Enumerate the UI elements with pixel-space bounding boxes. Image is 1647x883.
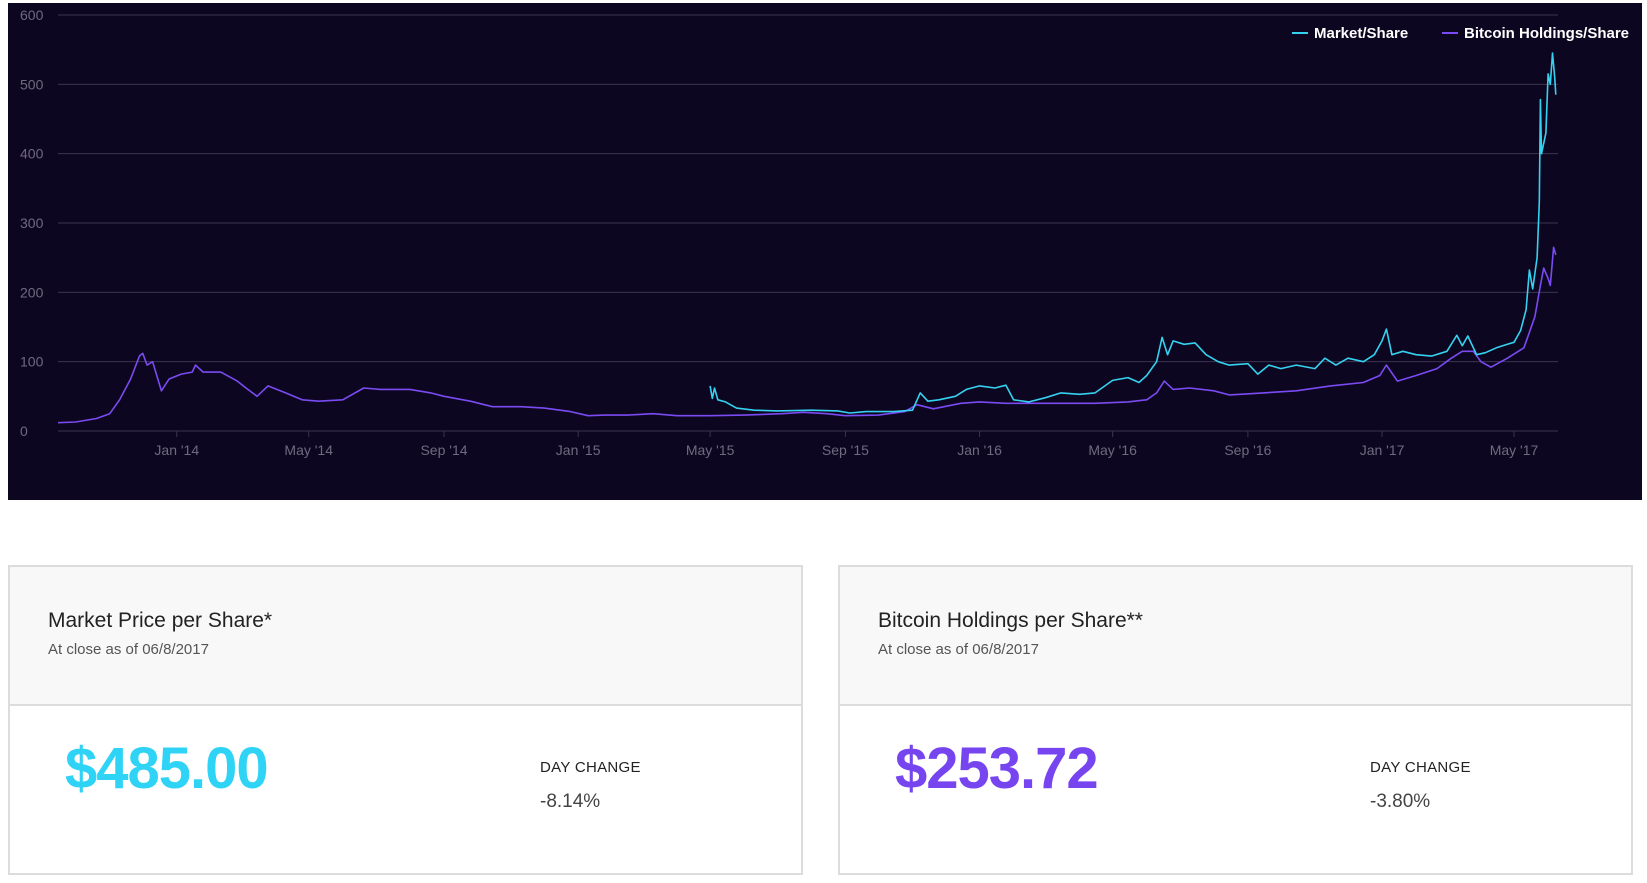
market-day-change-label: DAY CHANGE xyxy=(540,759,641,776)
x-tick-9: Jan '17 xyxy=(1360,442,1405,458)
y-tick-400: 400 xyxy=(20,146,44,162)
x-tick-4: May '15 xyxy=(686,442,735,458)
x-tick-8: Sep '16 xyxy=(1224,442,1271,458)
y-tick-500: 500 xyxy=(20,76,44,92)
grid-lines xyxy=(58,14,1558,432)
y-tick-200: 200 xyxy=(20,284,44,300)
y-axis-ticks: 0 100 200 300 400 500 600 xyxy=(20,7,44,439)
series-line-1 xyxy=(57,246,1557,424)
legend-item-1[interactable]: Bitcoin Holdings/Share xyxy=(1442,25,1629,42)
y-tick-0: 0 xyxy=(20,423,28,439)
x-tick-7: May '16 xyxy=(1088,442,1137,458)
price-chart-panel: 0 100 200 300 400 500 600 Jan '14 May '14 Sep '1… xyxy=(8,3,1642,500)
x-tick-1: May '14 xyxy=(284,442,333,458)
x-tick-0: Jan '14 xyxy=(154,442,199,458)
x-tick-2: Sep '14 xyxy=(420,442,467,458)
bitcoin-holdings-title: Bitcoin Holdings per Share** xyxy=(878,609,1143,632)
y-tick-600: 600 xyxy=(20,7,44,23)
legend-label-0: Market/Share xyxy=(1314,25,1408,42)
bitcoin-holdings-subtitle: At close as of 06/8/2017 xyxy=(878,641,1039,658)
market-price-card-header: Market Price per Share* At close as of 0… xyxy=(10,567,801,706)
x-axis-ticks: Jan '14 May '14 Sep '14 Jan '15 May '15 Sep '… xyxy=(154,431,1539,458)
legend-label-1: Bitcoin Holdings/Share xyxy=(1464,25,1629,42)
price-chart: 0 100 200 300 400 500 600 Jan '14 May '14 Sep '1… xyxy=(20,7,1629,458)
series-lines xyxy=(57,52,1557,424)
x-tick-10: May '17 xyxy=(1490,442,1539,458)
x-tick-6: Jan '16 xyxy=(957,442,1002,458)
market-price-value: $485.00 xyxy=(65,736,269,801)
series-line-0 xyxy=(709,52,1557,414)
y-tick-100: 100 xyxy=(20,354,44,370)
x-tick-3: Jan '15 xyxy=(556,442,601,458)
bitcoin-holdings-value: $253.72 xyxy=(895,736,1099,801)
market-price-card: Market Price per Share* At close as of 0… xyxy=(8,565,803,875)
x-tick-5: Sep '15 xyxy=(822,442,869,458)
holdings-day-change-label: DAY CHANGE xyxy=(1370,759,1471,776)
market-price-title: Market Price per Share* xyxy=(48,609,273,632)
market-day-change-value: -8.14% xyxy=(540,791,601,812)
market-price-subtitle: At close as of 06/8/2017 xyxy=(48,641,209,658)
bitcoin-holdings-card: Bitcoin Holdings per Share** At close as… xyxy=(838,565,1633,875)
holdings-day-change-value: -3.80% xyxy=(1370,791,1431,812)
bitcoin-holdings-card-header: Bitcoin Holdings per Share** At close as… xyxy=(840,567,1631,706)
legend-item-0[interactable]: Market/Share xyxy=(1292,25,1408,42)
y-tick-300: 300 xyxy=(20,215,44,231)
chart-legend[interactable]: Market/Share Bitcoin Holdings/Share xyxy=(1292,25,1629,42)
